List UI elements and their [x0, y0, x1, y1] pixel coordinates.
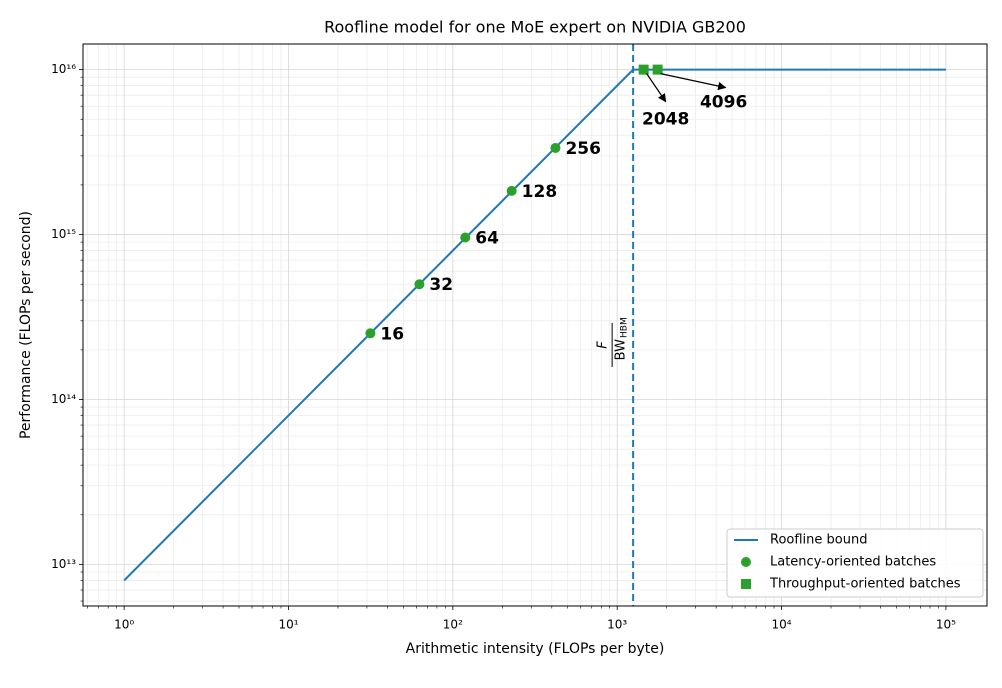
batch-label: 2048: [642, 110, 689, 130]
x-tick-label: 10⁴: [772, 618, 792, 632]
latency-point: [550, 142, 561, 153]
y-tick-label: 10¹⁵: [51, 227, 76, 241]
x-tick-label: 10²: [443, 618, 463, 632]
throughput-point: [652, 64, 663, 75]
throughput-point: [638, 64, 649, 75]
x-tick-label: 10¹: [278, 618, 298, 632]
ridge-label-numerator: F: [596, 341, 611, 349]
batch-label: 64: [475, 228, 499, 248]
y-tick-label: 10¹⁶: [51, 62, 76, 76]
ridge-label-subscript: HBM: [620, 317, 630, 338]
annotation-arrow: [660, 73, 727, 91]
batch-label: 128: [522, 182, 558, 202]
x-axis-label: Arithmetic intensity (FLOPs per byte): [406, 641, 665, 657]
legend-label: Latency-oriented batches: [770, 555, 936, 570]
legend-box: [726, 528, 984, 598]
plot-frame: [82, 43, 988, 607]
latency-point: [414, 279, 425, 290]
chart-title: Roofline model for one MoE expert on NVI…: [324, 18, 746, 37]
legend-marker: [741, 579, 751, 589]
batch-label: 4096: [700, 93, 747, 113]
ridge-label-denominator: BW: [614, 339, 629, 360]
y-axis-label: Performance (FLOPs per second): [18, 211, 34, 439]
legend-label: Throughput-oriented batches: [769, 577, 961, 592]
latency-point: [506, 185, 517, 196]
batch-label: 32: [429, 275, 453, 295]
latency-point: [460, 232, 471, 243]
roofline: [123, 68, 946, 582]
annotation-arrow: [646, 73, 667, 103]
legend-label: Roofline bound: [770, 533, 867, 548]
x-tick-label: 10⁵: [936, 618, 956, 632]
x-tick-label: 10³: [607, 618, 627, 632]
y-tick-label: 10¹³: [51, 557, 76, 571]
latency-point: [365, 328, 376, 339]
legend-marker: [741, 557, 751, 567]
batch-label: 16: [380, 324, 404, 344]
x-tick-label: 10⁰: [114, 618, 134, 632]
y-tick-label: 10¹⁴: [51, 392, 76, 406]
batch-label: 256: [565, 139, 601, 159]
